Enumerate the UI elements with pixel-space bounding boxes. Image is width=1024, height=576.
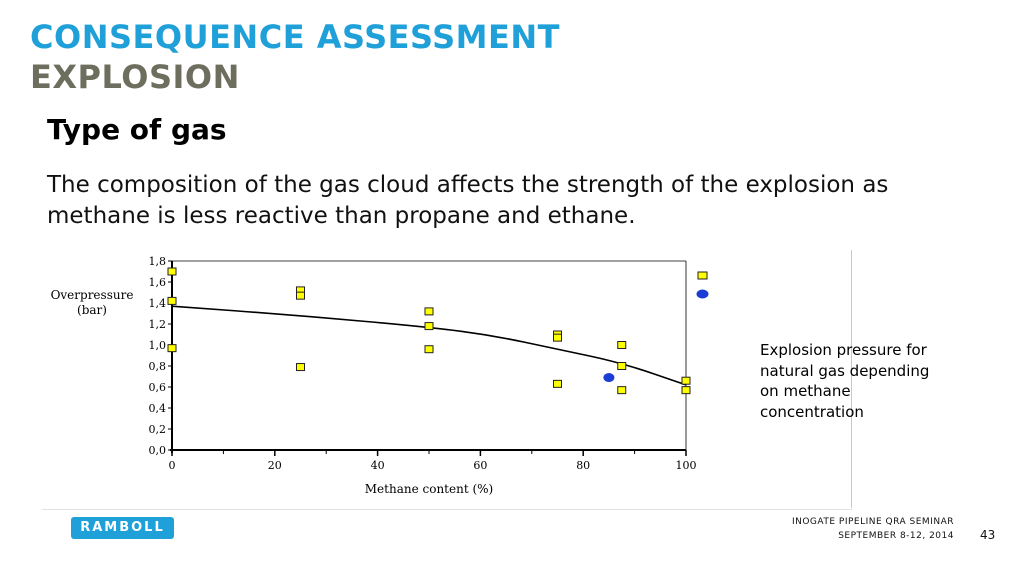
chart: 0,0 0,2 0,4 0,6 0,8 1,0 1,2 1,4 1,6 1,8 0 20 40 60 80 1… xyxy=(40,250,831,505)
data-point-methane-propane xyxy=(681,376,691,385)
y-tick-label: 1,6 xyxy=(149,276,167,289)
x-tick-label: 60 xyxy=(473,459,487,472)
page-subtitle: EXPLOSION xyxy=(30,58,240,96)
x-tick-label: 40 xyxy=(371,459,385,472)
data-point-natural-gas xyxy=(603,373,615,383)
page-number: 43 xyxy=(980,528,996,542)
data-point-methane-propane xyxy=(296,291,305,300)
x-tick-label: 100 xyxy=(676,459,697,472)
trend-layer xyxy=(171,305,687,386)
y-tick-label: 0,0 xyxy=(149,444,167,457)
data-point-methane-propane xyxy=(167,344,177,353)
data-point-methane-propane xyxy=(617,386,627,395)
body-paragraph: The composition of the gas cloud affects… xyxy=(47,172,889,229)
points-layer xyxy=(167,267,691,395)
chart-svg: 0,0 0,2 0,4 0,6 0,8 1,0 1,2 1,4 1,6 1,8 0 20 40 60 80 1… xyxy=(51,255,831,496)
data-point-methane-propane xyxy=(296,363,305,372)
data-point-methane-propane xyxy=(553,333,562,342)
data-point-methane-propane xyxy=(617,362,627,370)
ramboll-logo: RAMBOLL xyxy=(71,517,174,539)
x-axis-title: Methane content (%) xyxy=(365,482,493,496)
legend-marker-natural-gas xyxy=(696,289,709,299)
y-tick-label: 0,2 xyxy=(149,423,167,436)
y-axis-title: Overpressure xyxy=(51,288,134,302)
section-heading: Type of gas xyxy=(47,113,227,146)
data-point-methane-propane xyxy=(553,379,562,388)
data-point-methane-propane xyxy=(617,341,627,349)
trend-line xyxy=(171,305,687,386)
data-point-methane-propane xyxy=(424,322,434,331)
data-point-methane-propane xyxy=(424,307,434,316)
x-tick-label: 0 xyxy=(169,459,176,472)
data-point-methane-propane xyxy=(167,267,177,276)
y-tick-label: 1,0 xyxy=(149,339,167,352)
y-tick-label: 1,8 xyxy=(149,255,167,268)
y-axis-unit: (bar) xyxy=(77,303,107,317)
axes: 0,0 0,2 0,4 0,6 0,8 1,0 1,2 1,4 1,6 1,8 0 20 40 60 80 1… xyxy=(149,255,697,472)
page-title: CONSEQUENCE ASSESSMENT xyxy=(30,18,560,56)
data-point-methane-propane xyxy=(681,386,691,395)
x-tick-label: 20 xyxy=(268,459,282,472)
y-tick-label: 0,4 xyxy=(149,402,167,415)
axis-labels: Overpressure(bar) Methane content (%) xyxy=(51,288,494,496)
legend-marker-methane-propane xyxy=(697,271,708,280)
y-tick-label: 0,6 xyxy=(149,381,167,394)
x-tick-label: 80 xyxy=(576,459,590,472)
legend: Methane/propaneNatural gas xyxy=(696,269,830,301)
data-point-methane-propane xyxy=(424,345,434,354)
vertical-divider xyxy=(851,250,852,508)
data-point-methane-propane xyxy=(167,296,177,305)
y-tick-label: 1,2 xyxy=(149,318,167,331)
y-tick-label: 0,8 xyxy=(149,360,167,373)
y-tick-label: 1,4 xyxy=(149,297,167,310)
footer-divider xyxy=(42,509,852,510)
footer-date: SEPTEMBER 8-12, 2014 xyxy=(838,531,954,541)
chart-caption: Explosion pressure for natural gas depen… xyxy=(760,341,930,421)
footer-event: INOGATE PIPELINE QRA SEMINAR xyxy=(791,517,954,527)
